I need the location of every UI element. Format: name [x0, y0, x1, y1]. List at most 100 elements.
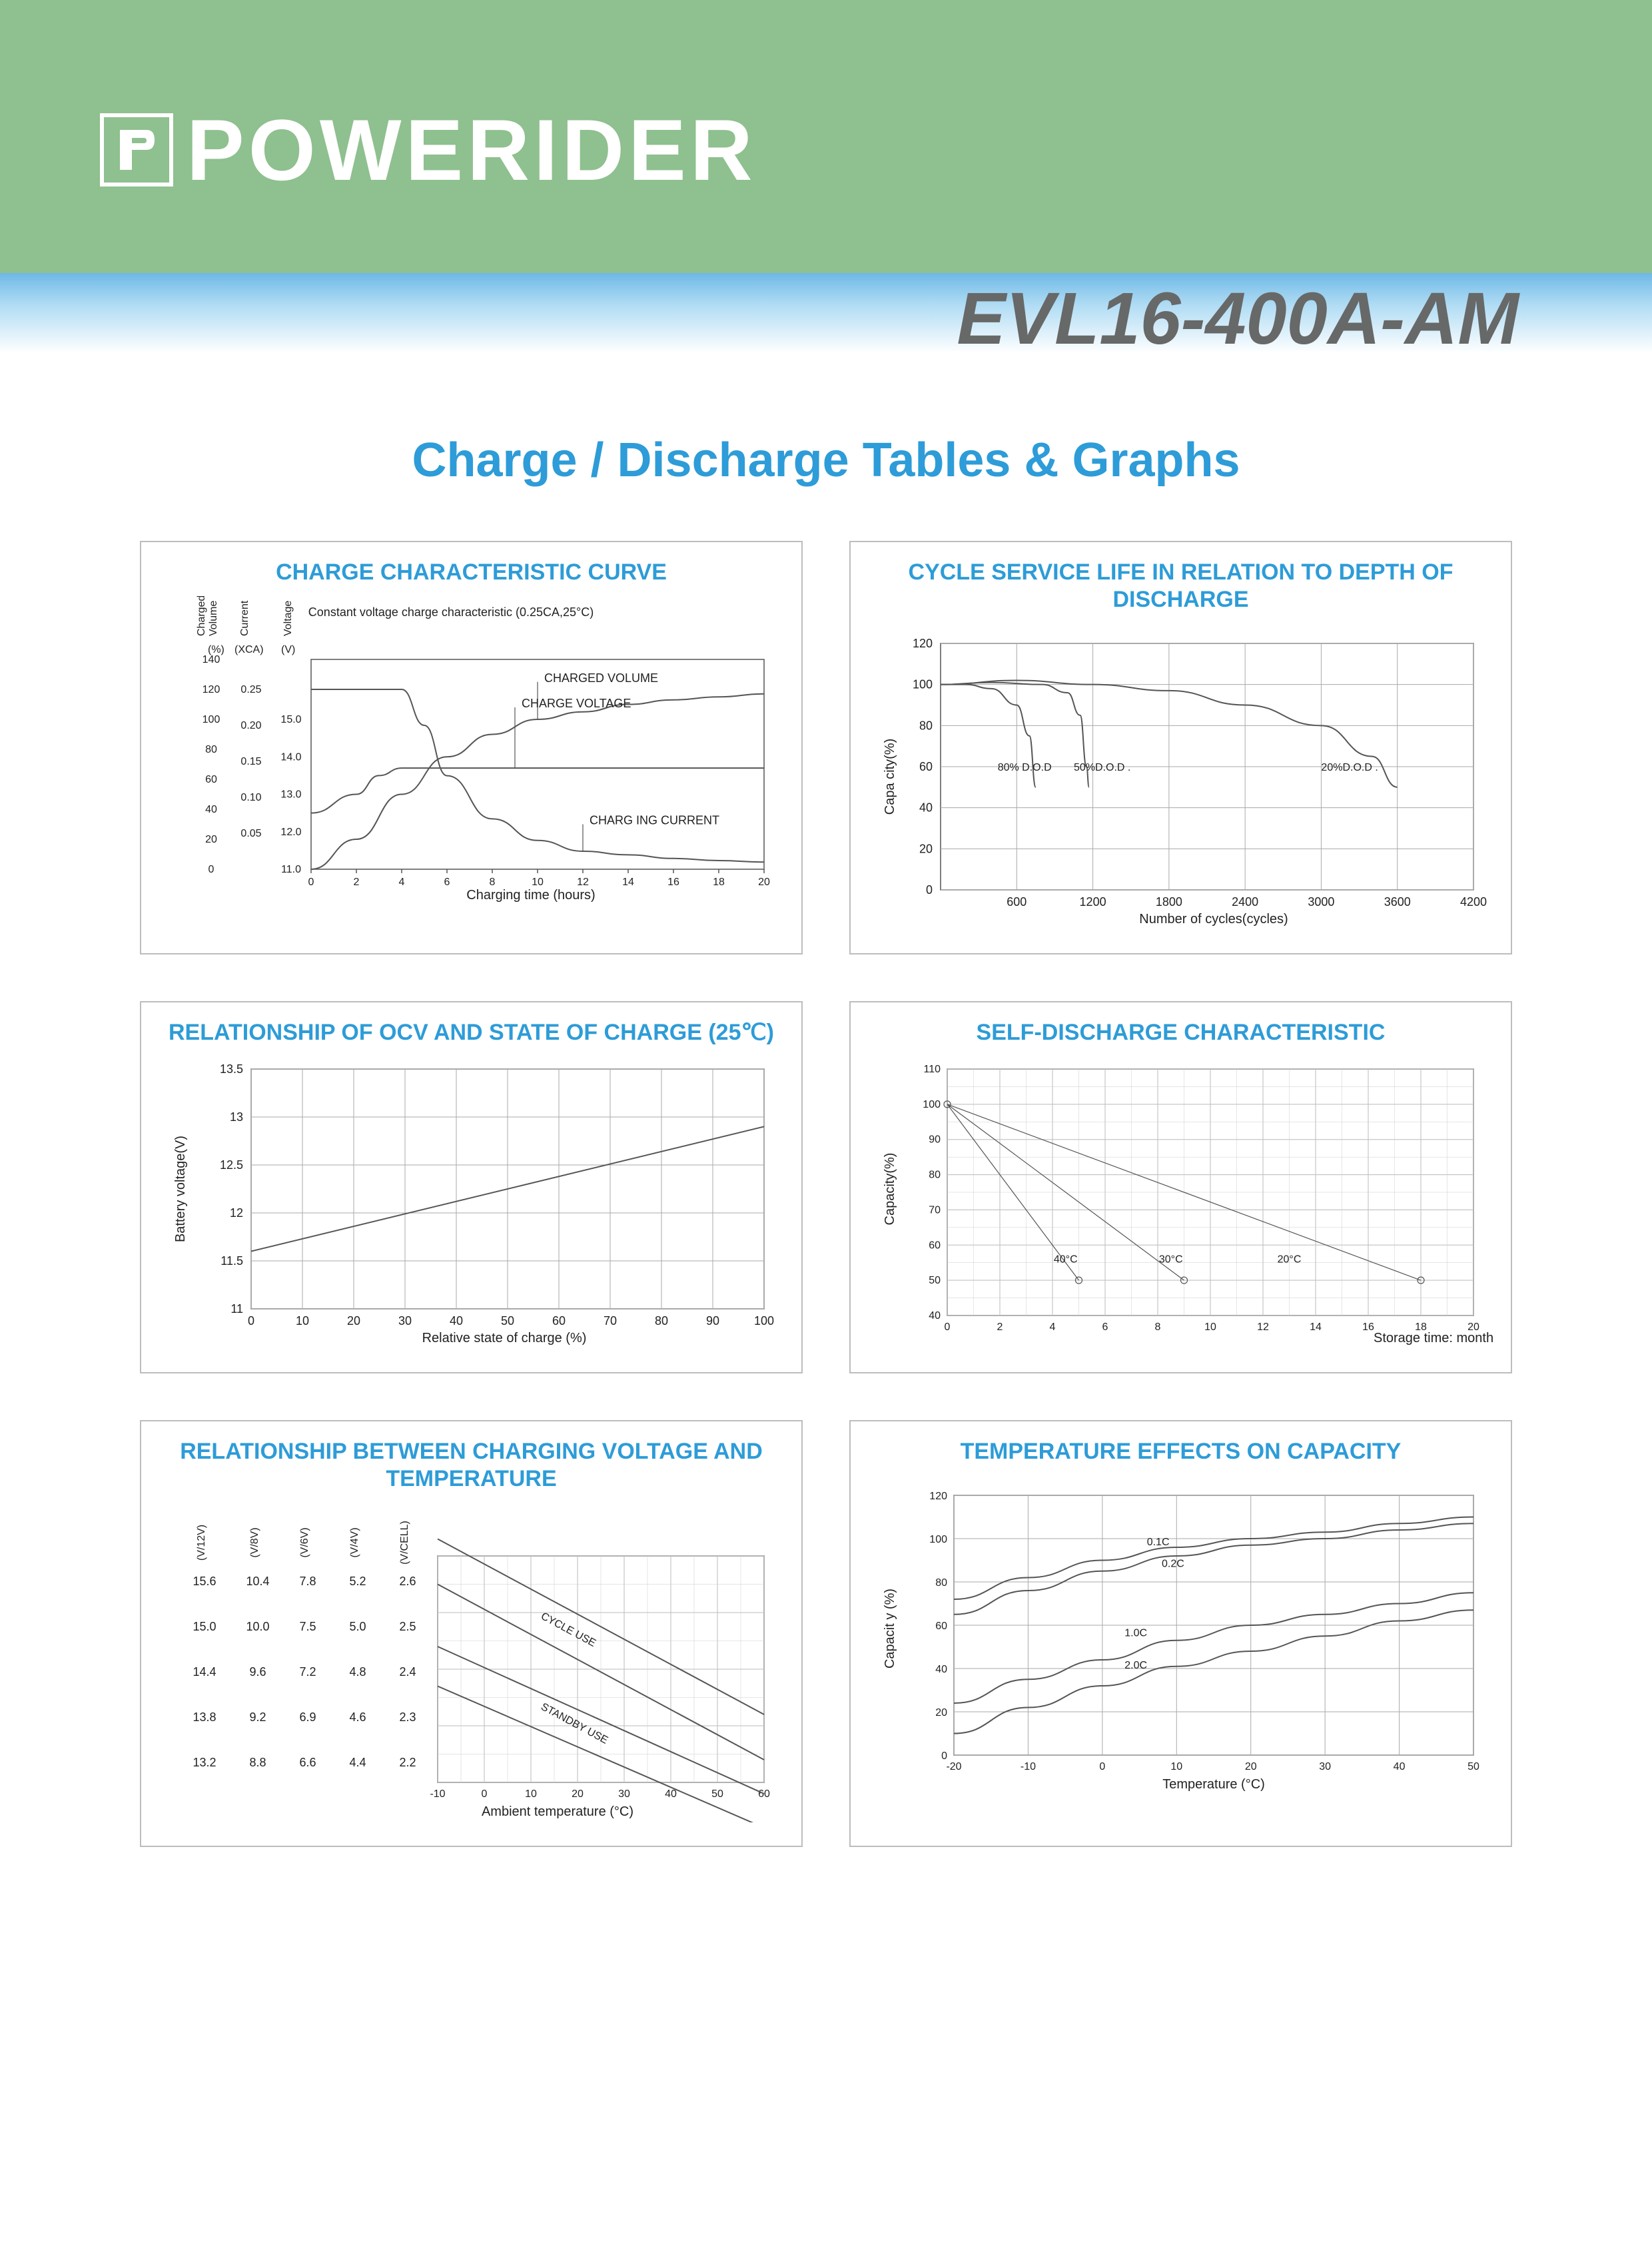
svg-text:0.05: 0.05: [240, 828, 261, 839]
svg-text:70: 70: [604, 1314, 617, 1327]
svg-text:60: 60: [552, 1314, 566, 1327]
svg-text:Storage time: months: Storage time: months: [1374, 1331, 1493, 1345]
svg-text:40: 40: [665, 1788, 677, 1800]
chart-temp-capacity: TEMPERATURE EFFECTS ON CAPACITY Capacit …: [849, 1420, 1512, 1847]
svg-text:4.6: 4.6: [349, 1710, 366, 1724]
svg-text:15.0: 15.0: [280, 714, 301, 725]
svg-text:1.0C: 1.0C: [1124, 1627, 1147, 1639]
svg-text:5.0: 5.0: [349, 1620, 366, 1633]
svg-text:2.2: 2.2: [399, 1756, 416, 1769]
svg-text:15.0: 15.0: [193, 1620, 216, 1633]
svg-text:80: 80: [919, 719, 933, 732]
svg-text:2.3: 2.3: [399, 1710, 416, 1724]
svg-text:Ambient temperature (°C): Ambient temperature (°C): [482, 1804, 633, 1819]
svg-text:11.0: 11.0: [281, 864, 301, 875]
svg-text:(V/4V): (V/4V): [349, 1527, 360, 1557]
svg-text:Charged: Charged: [196, 596, 207, 636]
header-banner: POWERIDER: [0, 0, 1652, 273]
svg-text:6: 6: [444, 877, 450, 888]
svg-text:20: 20: [919, 842, 933, 855]
svg-text:3600: 3600: [1384, 895, 1411, 909]
svg-text:60: 60: [758, 1788, 770, 1800]
svg-text:Voltage: Voltage: [282, 600, 294, 635]
svg-text:0: 0: [308, 877, 314, 888]
chart-title: RELATIONSHIP BETWEEN CHARGING VOLTAGE AN…: [158, 1438, 785, 1493]
self-discharge-svg: Capacity(%) 0246810121416182040506070809…: [867, 1056, 1493, 1349]
svg-text:20: 20: [572, 1788, 584, 1800]
svg-text:10: 10: [532, 877, 544, 888]
svg-text:14: 14: [622, 877, 634, 888]
svg-text:40°C: 40°C: [1054, 1254, 1078, 1266]
svg-text:0: 0: [926, 883, 933, 897]
svg-text:16: 16: [667, 877, 679, 888]
svg-text:40: 40: [929, 1310, 941, 1321]
svg-text:Battery voltage(V): Battery voltage(V): [173, 1136, 188, 1242]
svg-text:20%D.O.D .: 20%D.O.D .: [1321, 762, 1378, 773]
svg-text:40: 40: [1394, 1761, 1406, 1772]
svg-text:60: 60: [929, 1240, 941, 1252]
svg-text:50: 50: [929, 1276, 941, 1287]
svg-text:100: 100: [923, 1099, 941, 1110]
svg-text:600: 600: [1007, 895, 1027, 909]
svg-text:10: 10: [1204, 1321, 1216, 1333]
svg-text:13.5: 13.5: [220, 1062, 243, 1076]
svg-text:13: 13: [230, 1110, 243, 1124]
svg-text:4.8: 4.8: [349, 1665, 366, 1679]
svg-text:13.0: 13.0: [280, 789, 301, 800]
svg-text:80: 80: [935, 1577, 947, 1589]
page: POWERIDER EVL16-400A-AM Charge / Dischar…: [0, 0, 1652, 2242]
svg-text:14.4: 14.4: [193, 1665, 216, 1679]
svg-text:0: 0: [208, 864, 214, 875]
svg-text:0.25: 0.25: [240, 684, 261, 695]
svg-text:4200: 4200: [1460, 895, 1487, 909]
svg-text:(XCA): (XCA): [234, 644, 264, 655]
svg-text:110: 110: [923, 1064, 941, 1075]
svg-text:1200: 1200: [1080, 895, 1106, 909]
brand-name: POWERIDER: [187, 100, 757, 200]
svg-text:15.6: 15.6: [193, 1575, 216, 1588]
svg-text:8.8: 8.8: [249, 1756, 266, 1769]
svg-text:14.0: 14.0: [280, 751, 301, 763]
svg-text:(V/6V): (V/6V): [299, 1527, 310, 1557]
svg-text:4: 4: [399, 877, 405, 888]
svg-text:60: 60: [919, 760, 933, 773]
svg-text:14: 14: [1310, 1321, 1322, 1333]
svg-text:9.6: 9.6: [249, 1665, 266, 1679]
svg-text:4: 4: [1050, 1321, 1056, 1333]
svg-text:40: 40: [205, 804, 217, 815]
svg-text:12.5: 12.5: [220, 1158, 243, 1172]
svg-text:100: 100: [913, 677, 933, 691]
svg-text:7.5: 7.5: [299, 1620, 316, 1633]
charge-curve-svg: Charged Volume Current Voltage (%) (XCA)…: [158, 596, 784, 903]
svg-text:80: 80: [655, 1314, 668, 1327]
svg-text:80: 80: [929, 1170, 941, 1181]
svg-text:120: 120: [203, 684, 220, 695]
svg-text:6: 6: [1102, 1321, 1108, 1333]
chart-cv-temp: RELATIONSHIP BETWEEN CHARGING VOLTAGE AN…: [140, 1420, 803, 1847]
svg-text:-10: -10: [1021, 1761, 1036, 1772]
svg-text:12: 12: [230, 1206, 243, 1220]
svg-text:8: 8: [490, 877, 496, 888]
svg-text:7.8: 7.8: [299, 1575, 316, 1588]
svg-text:10: 10: [296, 1314, 309, 1327]
svg-text:10.4: 10.4: [246, 1575, 269, 1588]
svg-text:11.5: 11.5: [220, 1254, 243, 1268]
svg-text:-20: -20: [946, 1761, 961, 1772]
svg-text:1800: 1800: [1156, 895, 1182, 909]
svg-text:60: 60: [935, 1621, 947, 1632]
svg-text:30: 30: [618, 1788, 630, 1800]
svg-text:11: 11: [230, 1302, 243, 1315]
svg-text:12: 12: [577, 877, 589, 888]
svg-text:0: 0: [945, 1321, 951, 1333]
svg-text:50: 50: [1467, 1761, 1479, 1772]
svg-text:120: 120: [929, 1491, 947, 1502]
svg-text:2: 2: [354, 877, 360, 888]
svg-text:6.6: 6.6: [299, 1756, 316, 1769]
svg-text:80: 80: [205, 744, 217, 755]
svg-text:18: 18: [713, 877, 725, 888]
svg-text:(V/8V): (V/8V): [249, 1527, 260, 1557]
svg-text:80% D.O.D: 80% D.O.D: [998, 762, 1052, 773]
chart-cycle-life: CYCLE SERVICE LIFE IN RELATION TO DEPTH …: [849, 541, 1512, 954]
svg-text:Charging time (hours): Charging time (hours): [466, 888, 595, 903]
svg-text:Number of cycles(cycles): Number of cycles(cycles): [1139, 912, 1288, 927]
